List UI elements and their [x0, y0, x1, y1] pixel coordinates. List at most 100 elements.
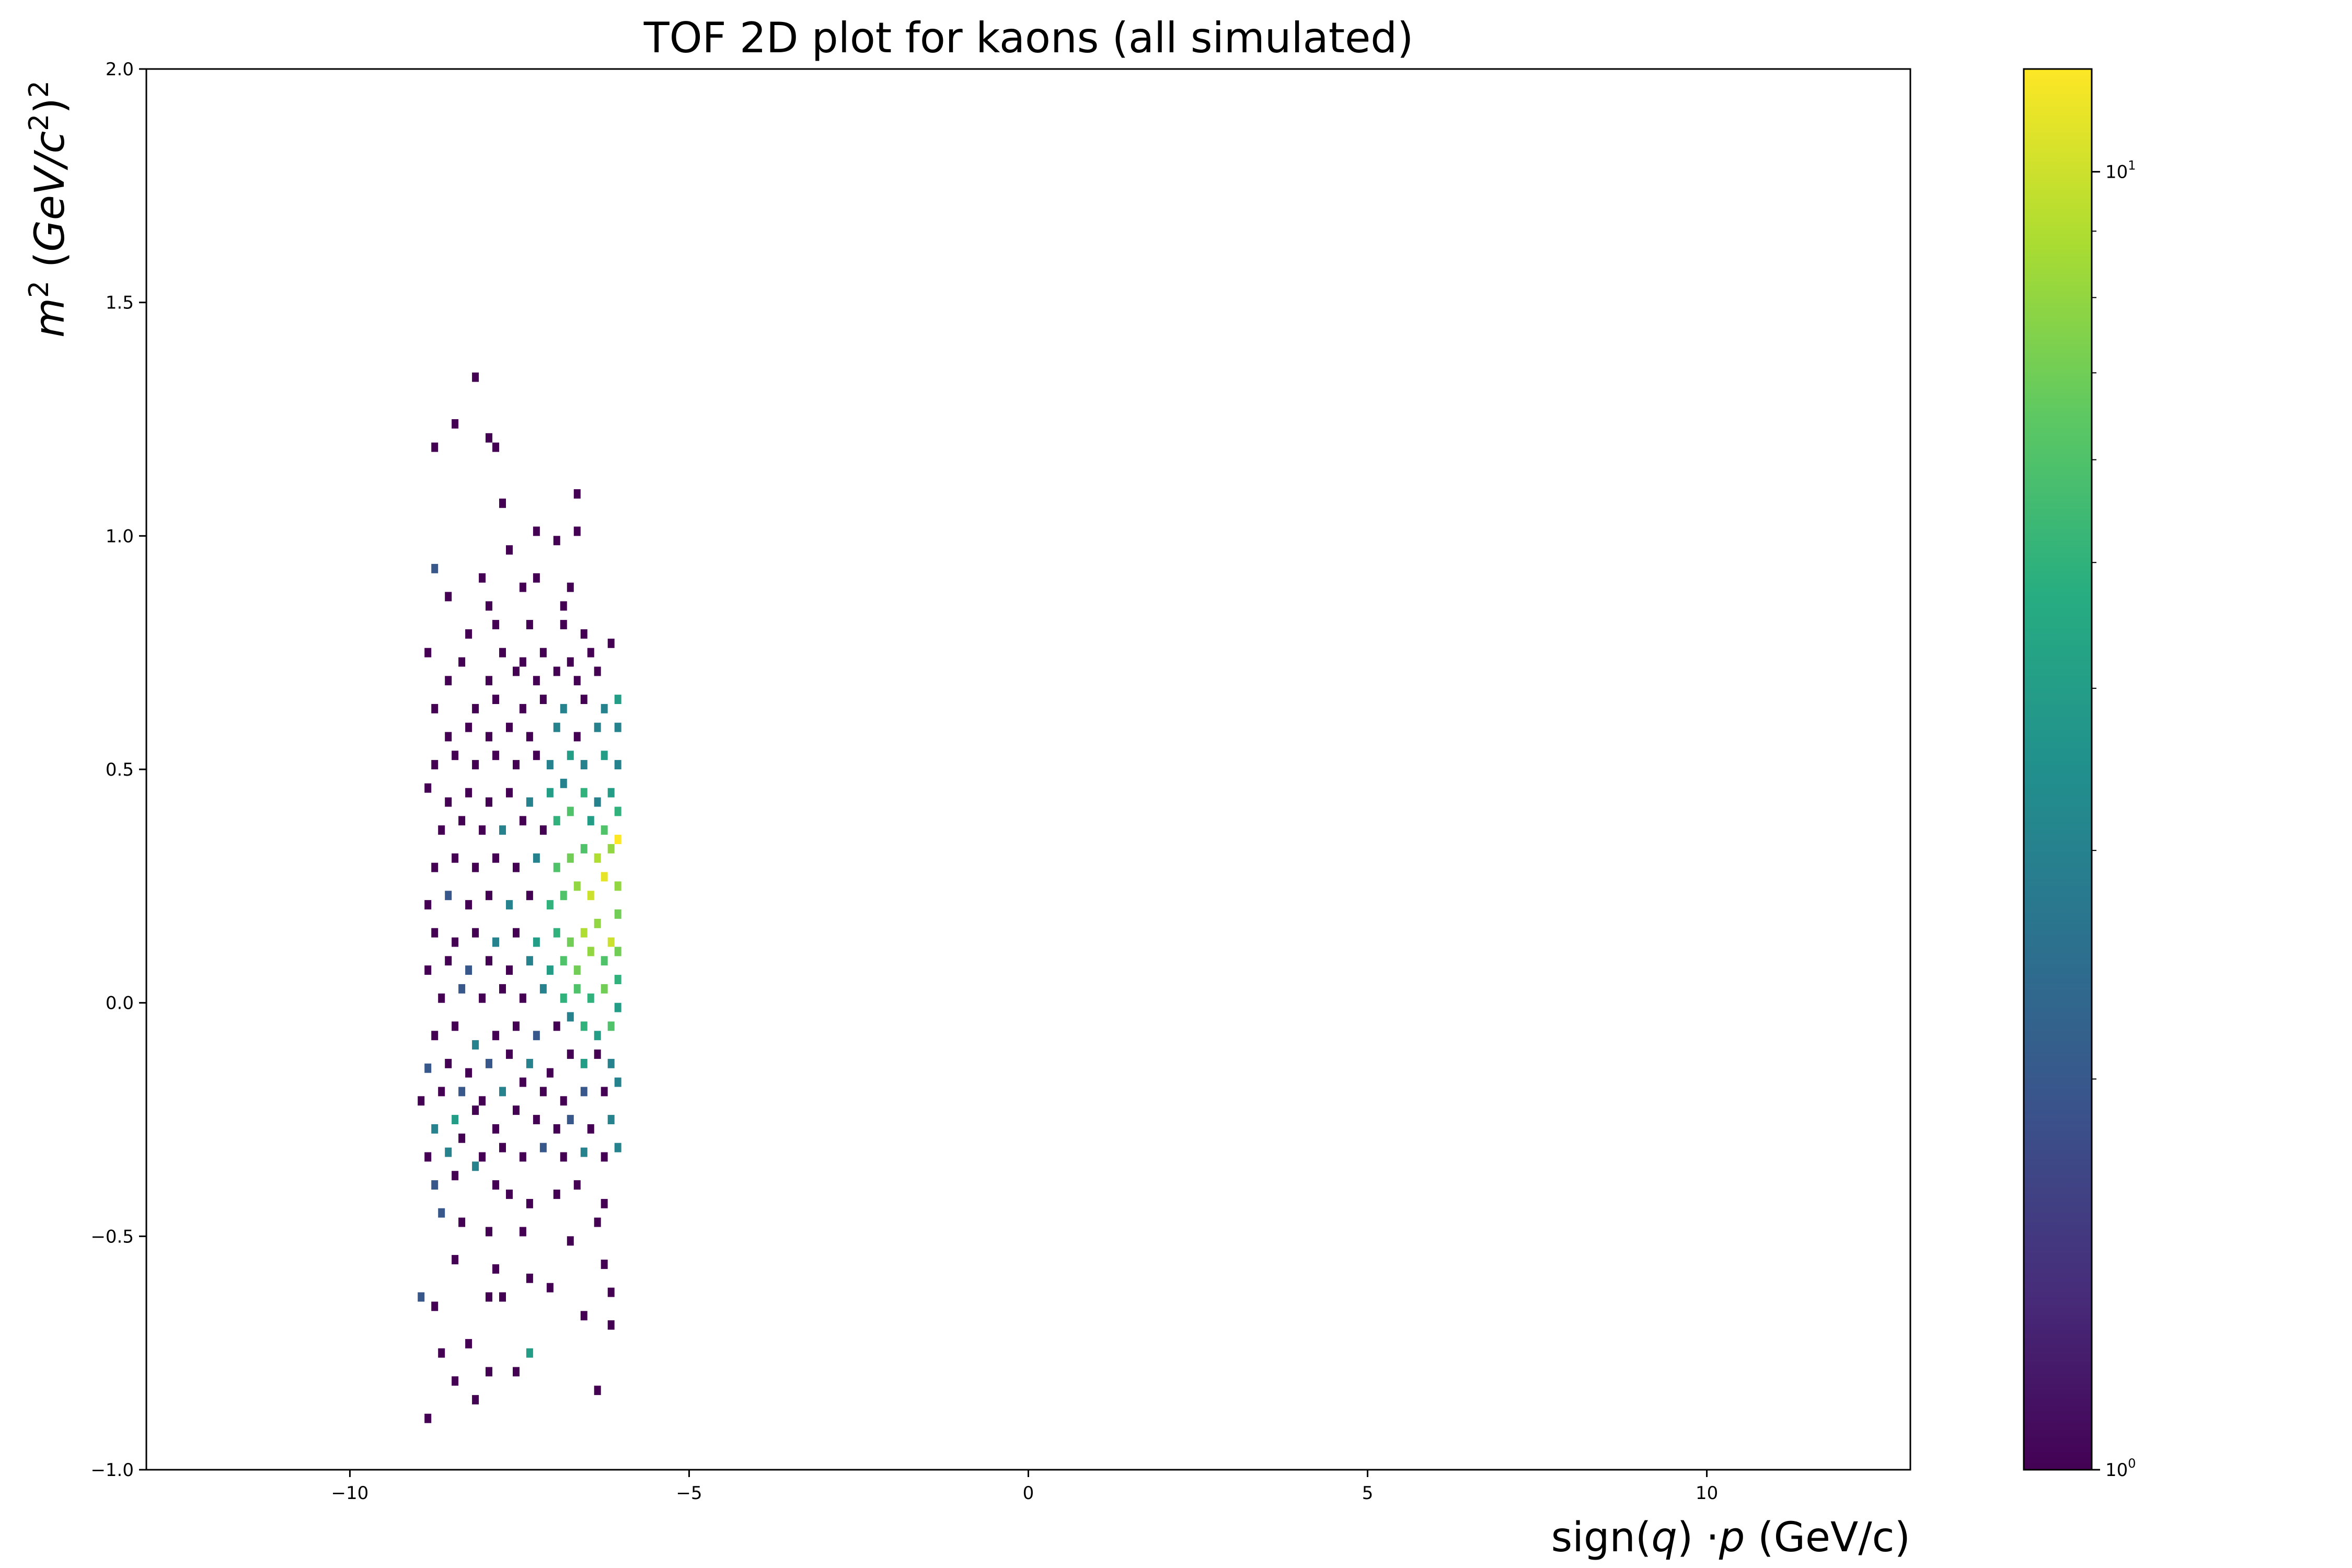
heatmap-cell [587, 648, 594, 658]
heatmap-cell [452, 937, 459, 947]
heatmap-cell [472, 1040, 479, 1050]
heatmap-cell [601, 704, 608, 713]
heatmap-cell [519, 704, 526, 713]
heatmap-cell [567, 657, 574, 667]
heatmap-cell [546, 900, 554, 909]
heatmap-cell [573, 1180, 581, 1190]
heatmap-cell [438, 993, 445, 1003]
heatmap-cell [506, 1190, 513, 1199]
heatmap-cell [614, 1143, 621, 1152]
heatmap-cell [546, 1283, 554, 1293]
heatmap-cell [458, 1087, 466, 1097]
y-tick-label: 0.0 [106, 993, 134, 1014]
heatmap-cell [587, 993, 594, 1003]
heatmap-cell [499, 1143, 506, 1152]
colorbar-tick-base: 10 [2105, 162, 2128, 183]
colorbar-tick-exp: 1 [2128, 158, 2136, 173]
x-label-part: sign( [1551, 1514, 1652, 1561]
heatmap-cell [418, 1096, 425, 1106]
heatmap-cell [567, 1236, 574, 1246]
heatmap-cell [533, 853, 540, 863]
heatmap-cell [580, 629, 587, 639]
heatmap-cell [513, 1367, 520, 1377]
heatmap-cell [601, 751, 608, 760]
heatmap-cell [533, 1031, 540, 1041]
y-tick-label: 1.5 [106, 293, 134, 314]
heatmap-cell [601, 825, 608, 835]
heatmap-cell [513, 862, 520, 872]
heatmap-cell [533, 937, 540, 947]
heatmap-cell [465, 788, 472, 798]
heatmap-cell [479, 1096, 486, 1106]
heatmap-cell [513, 760, 520, 769]
heatmap-cell [431, 1124, 439, 1134]
heatmap-cell [526, 1348, 533, 1358]
heatmap-cell [607, 788, 615, 798]
heatmap-cell [607, 1287, 615, 1297]
heatmap-cell [553, 1124, 560, 1134]
heatmap-cell [506, 900, 513, 909]
colorbar-tick-exp: 0 [2128, 1456, 2136, 1471]
heatmap-cell [553, 816, 560, 826]
heatmap-cell [519, 1152, 526, 1162]
heatmap-cell [499, 498, 506, 508]
heatmap-cell [614, 806, 621, 816]
heatmap-cell [452, 853, 459, 863]
heatmap-cell [452, 751, 459, 760]
heatmap-cell [445, 956, 452, 966]
heatmap-cell [560, 778, 567, 788]
heatmap-cell [465, 1339, 472, 1348]
heatmap-cell [526, 797, 533, 807]
heatmap-cell [452, 1021, 459, 1031]
heatmap-cell [553, 928, 560, 938]
heatmap-cell [472, 1161, 479, 1171]
heatmap-cell [553, 1021, 560, 1031]
heatmap-cell [546, 1068, 554, 1078]
heatmap-cell [614, 695, 621, 704]
heatmap-cell [573, 489, 581, 499]
heatmap-cell [567, 1012, 574, 1022]
heatmap-cell [472, 760, 479, 769]
heatmap-cell [539, 1087, 547, 1097]
heatmap-cell [438, 1348, 445, 1358]
heatmap-cell [560, 620, 567, 629]
heatmap-cell [499, 648, 506, 658]
x-tick-label: 0 [1023, 1483, 1034, 1504]
heatmap-cell [458, 984, 466, 994]
heatmap-cell [526, 891, 533, 901]
x-tick-label: 5 [1362, 1483, 1374, 1504]
heatmap-cell [492, 620, 499, 629]
heatmap-cell [445, 891, 452, 901]
heatmap-cell [567, 853, 574, 863]
heatmap-cell [560, 1096, 567, 1106]
heatmap-cell [601, 984, 608, 994]
heatmap-cell [445, 1147, 452, 1157]
heatmap-cell [492, 442, 499, 452]
y-tick-label: 2.0 [106, 59, 134, 80]
heatmap-cell [553, 862, 560, 872]
y-tick-label: −0.5 [90, 1226, 134, 1247]
heatmap-cell [492, 1124, 499, 1134]
heatmap-cell [580, 788, 587, 798]
heatmap-cell [573, 965, 581, 975]
y-label-inner-sup: 2 [24, 114, 55, 131]
heatmap-cell [539, 695, 547, 704]
heatmap-cell [526, 1198, 533, 1208]
heatmap-cell [499, 825, 506, 835]
heatmap-cell [486, 601, 492, 611]
heatmap-cell [594, 1050, 601, 1059]
heatmap-cell [580, 760, 587, 769]
heatmap-cell [452, 1115, 459, 1124]
heatmap-cell [519, 657, 526, 667]
heatmap-cell [486, 1367, 492, 1377]
heatmap-cell [424, 965, 432, 975]
heatmap-cell [431, 704, 439, 713]
heatmap-cell [614, 947, 621, 956]
heatmap-cell [567, 582, 574, 592]
heatmap-cell [492, 1180, 499, 1190]
heatmap-cell [533, 526, 540, 536]
heatmap-cell [614, 881, 621, 891]
heatmap-cell [526, 1058, 533, 1068]
